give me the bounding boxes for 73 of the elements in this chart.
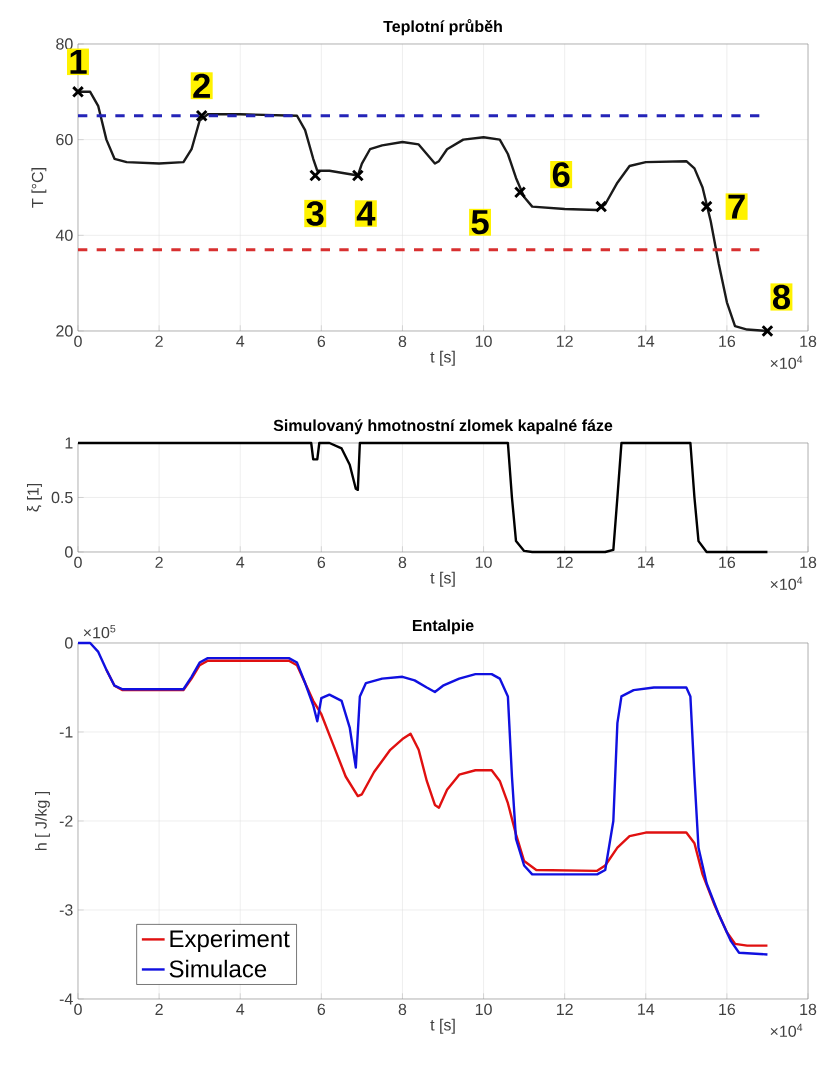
x-tick-label: 14 bbox=[638, 335, 655, 347]
y-tick-label: 40 bbox=[55, 229, 73, 241]
x-tick-label: 12 bbox=[556, 556, 573, 568]
x-tick-label: 6 bbox=[317, 335, 326, 348]
point bbox=[71, 85, 85, 98]
x-tick-label: 16 bbox=[719, 335, 736, 348]
x-tick-label: 4 bbox=[236, 335, 245, 347]
x-tick-label: 0 bbox=[74, 556, 82, 569]
y-tick-label: 20 bbox=[56, 325, 73, 337]
y-tick-label: -2 bbox=[59, 815, 73, 827]
x-tick-label: 18 bbox=[800, 1003, 817, 1016]
point bbox=[195, 109, 208, 122]
x-tick-label: 6 bbox=[317, 1003, 326, 1016]
chart-title: Simulovaný hmotnostní zlomek kapalné fáze bbox=[273, 419, 613, 435]
chart-title: Entalpie bbox=[412, 619, 474, 635]
annotation: 4 bbox=[356, 201, 376, 226]
x-tick-label: 14 bbox=[638, 556, 655, 568]
text: ×10$^{5}$ bbox=[83, 624, 116, 639]
point bbox=[594, 200, 608, 213]
x-tick-label: 8 bbox=[398, 1003, 407, 1016]
x-tick-label: 0 bbox=[74, 1003, 82, 1016]
y-tick-label: 0 bbox=[65, 546, 73, 558]
x-axis-title: t [s] bbox=[430, 571, 455, 587]
chart-title: Teplotní průběh bbox=[383, 19, 502, 36]
legend-label: Experiment bbox=[170, 929, 290, 953]
y-axis-title: ξ [1] bbox=[26, 483, 42, 512]
annotation: 7 bbox=[728, 194, 745, 219]
x-tick-label: 8 bbox=[398, 556, 407, 569]
annotation: 5 bbox=[471, 210, 489, 235]
point bbox=[761, 324, 774, 338]
x-tick-label: 10 bbox=[475, 556, 492, 569]
x-tick-label: 16 bbox=[719, 1003, 736, 1016]
y-axis-title: h [ J/kg ] bbox=[35, 791, 50, 851]
point bbox=[351, 169, 365, 182]
annotation: 8 bbox=[772, 284, 791, 310]
annotation: 3 bbox=[306, 201, 324, 226]
x-tick-label: 10 bbox=[475, 1003, 492, 1016]
y-tick-label: 0 bbox=[65, 637, 73, 649]
x-tick-label: 10 bbox=[475, 335, 492, 348]
y-tick-label: 0.5 bbox=[51, 491, 73, 504]
x-tick-label: 18 bbox=[800, 556, 817, 569]
x-tick-label: 16 bbox=[719, 556, 736, 569]
y-tick-label: -1 bbox=[59, 726, 73, 738]
x-tick-label: 4 bbox=[236, 1003, 245, 1015]
text: ×10$^{4}$ bbox=[770, 1023, 803, 1037]
x-tick-label: 12 bbox=[556, 335, 573, 347]
x-tick-label: 18 bbox=[800, 335, 817, 348]
line-series bbox=[76, 441, 769, 554]
y-tick-label: 80 bbox=[56, 38, 73, 50]
y-tick-label: 1 bbox=[65, 437, 73, 449]
point bbox=[700, 200, 713, 213]
x-tick-label: 4 bbox=[236, 556, 245, 568]
y-tick-label: -4 bbox=[59, 993, 73, 1005]
point bbox=[513, 186, 527, 199]
y-axis-title: T [°C] bbox=[31, 168, 47, 208]
x-axis-title: t [s] bbox=[430, 350, 455, 366]
text: ×10$^{4}$ bbox=[770, 355, 803, 369]
x-tick-label: 2 bbox=[155, 1003, 163, 1015]
annotation: 6 bbox=[552, 162, 570, 187]
y-tick-label: -3 bbox=[59, 904, 73, 916]
x-tick-label: 12 bbox=[556, 1003, 573, 1015]
x-tick-label: 6 bbox=[317, 556, 326, 569]
x-tick-label: 8 bbox=[398, 335, 407, 348]
x-axis-title: t [s] bbox=[430, 1018, 455, 1034]
text: ×10$^{4}$ bbox=[770, 576, 803, 590]
x-tick-label: 2 bbox=[155, 335, 163, 347]
x-tick-label: 2 bbox=[155, 556, 163, 568]
point bbox=[309, 169, 322, 182]
x-tick-label: 0 bbox=[74, 335, 82, 348]
annotation: 2 bbox=[193, 73, 210, 98]
x-tick-label: 14 bbox=[638, 1003, 655, 1015]
legend-label: Simulace bbox=[169, 959, 267, 978]
y-tick-label: 60 bbox=[56, 134, 73, 146]
